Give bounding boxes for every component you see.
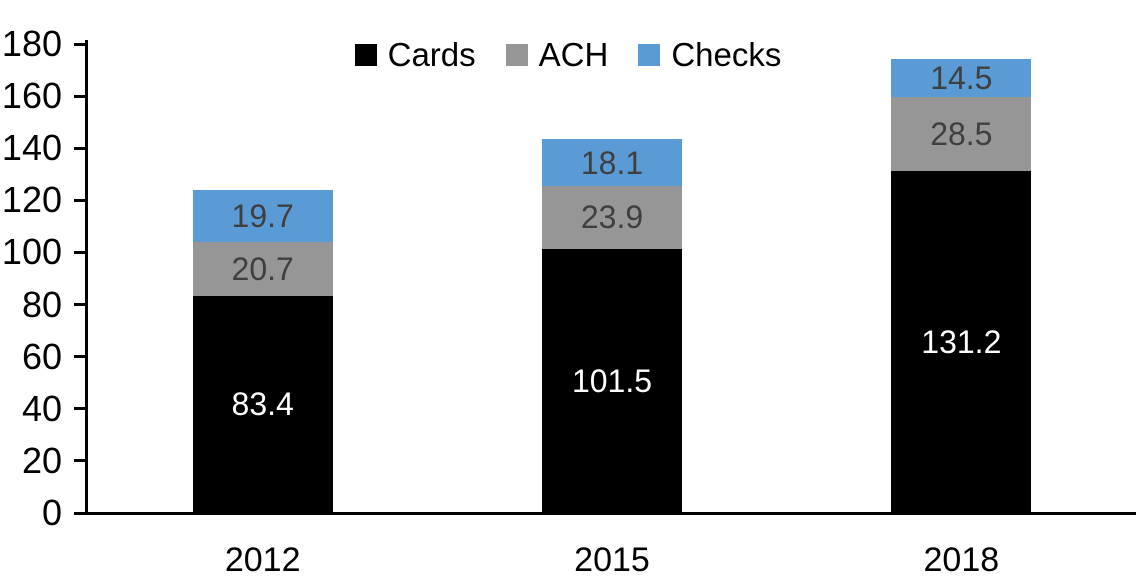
y-tick-mark <box>74 146 88 150</box>
bar-segment-ach-2018: 28.5 <box>891 96 1032 172</box>
bar-value-label: 19.7 <box>231 198 294 235</box>
y-tick-mark <box>74 407 88 411</box>
legend-swatch-checks <box>638 43 661 66</box>
legend-label: Checks <box>671 36 782 73</box>
bar-segment-checks-2015: 18.1 <box>542 139 682 187</box>
x-tick-label: 2018 <box>923 541 1000 579</box>
bar-value-label: 20.7 <box>231 250 294 287</box>
legend-item-checks: Checks <box>638 38 781 71</box>
bar-value-label: 28.5 <box>930 116 993 153</box>
y-tick-label: 20 <box>21 439 62 481</box>
legend-swatch-cards <box>354 43 377 66</box>
bar-value-label: 14.5 <box>930 59 993 96</box>
bar-segment-cards-2012: 83.4 <box>192 295 333 513</box>
y-tick-label: 80 <box>21 283 62 325</box>
x-tick-label: 2012 <box>224 541 301 579</box>
legend-label: Cards <box>387 36 476 73</box>
bar-segment-ach-2012: 20.7 <box>192 241 333 296</box>
bar-value-label: 131.2 <box>921 324 1002 361</box>
bar-segment-cards-2015: 101.5 <box>542 248 682 513</box>
y-tick-label: 100 <box>1 231 62 273</box>
bar-value-label: 83.4 <box>231 386 294 423</box>
x-tick-label: 2015 <box>574 541 650 579</box>
chart-legend: Cards ACH Checks <box>0 38 1136 71</box>
y-tick-label: 180 <box>1 23 62 64</box>
y-axis-line <box>85 40 88 515</box>
y-tick-label: 40 <box>21 387 62 429</box>
y-tick-mark <box>74 250 88 254</box>
y-tick-mark <box>74 94 88 98</box>
y-tick-mark <box>74 303 88 307</box>
y-tick-label: 60 <box>21 335 62 377</box>
y-tick-mark <box>74 459 88 463</box>
y-tick-label: 140 <box>1 127 62 169</box>
bar-value-label: 101.5 <box>571 362 653 399</box>
legend-label: ACH <box>538 36 609 73</box>
y-tick-label: 120 <box>1 179 62 221</box>
x-axis-line <box>74 511 1136 515</box>
bar-segment-cards-2018: 131.2 <box>891 171 1032 513</box>
legend-item-cards: Cards <box>354 36 476 73</box>
bar-segment-ach-2015: 23.9 <box>542 186 682 249</box>
y-tick-mark <box>74 42 88 46</box>
y-tick-mark <box>74 198 88 202</box>
y-tick-label: 0 <box>41 492 62 533</box>
bar-segment-checks-2018: 14.5 <box>891 59 1032 97</box>
bar-segment-checks-2012: 19.7 <box>192 190 333 242</box>
bar-value-label: 23.9 <box>580 199 644 236</box>
y-tick-label: 160 <box>1 75 62 117</box>
legend-swatch-ach <box>505 43 528 66</box>
y-tick-mark <box>74 355 88 359</box>
y-tick-mark <box>74 511 88 515</box>
bar-value-label: 18.1 <box>580 144 644 181</box>
legend-item-ach: ACH <box>505 36 609 73</box>
